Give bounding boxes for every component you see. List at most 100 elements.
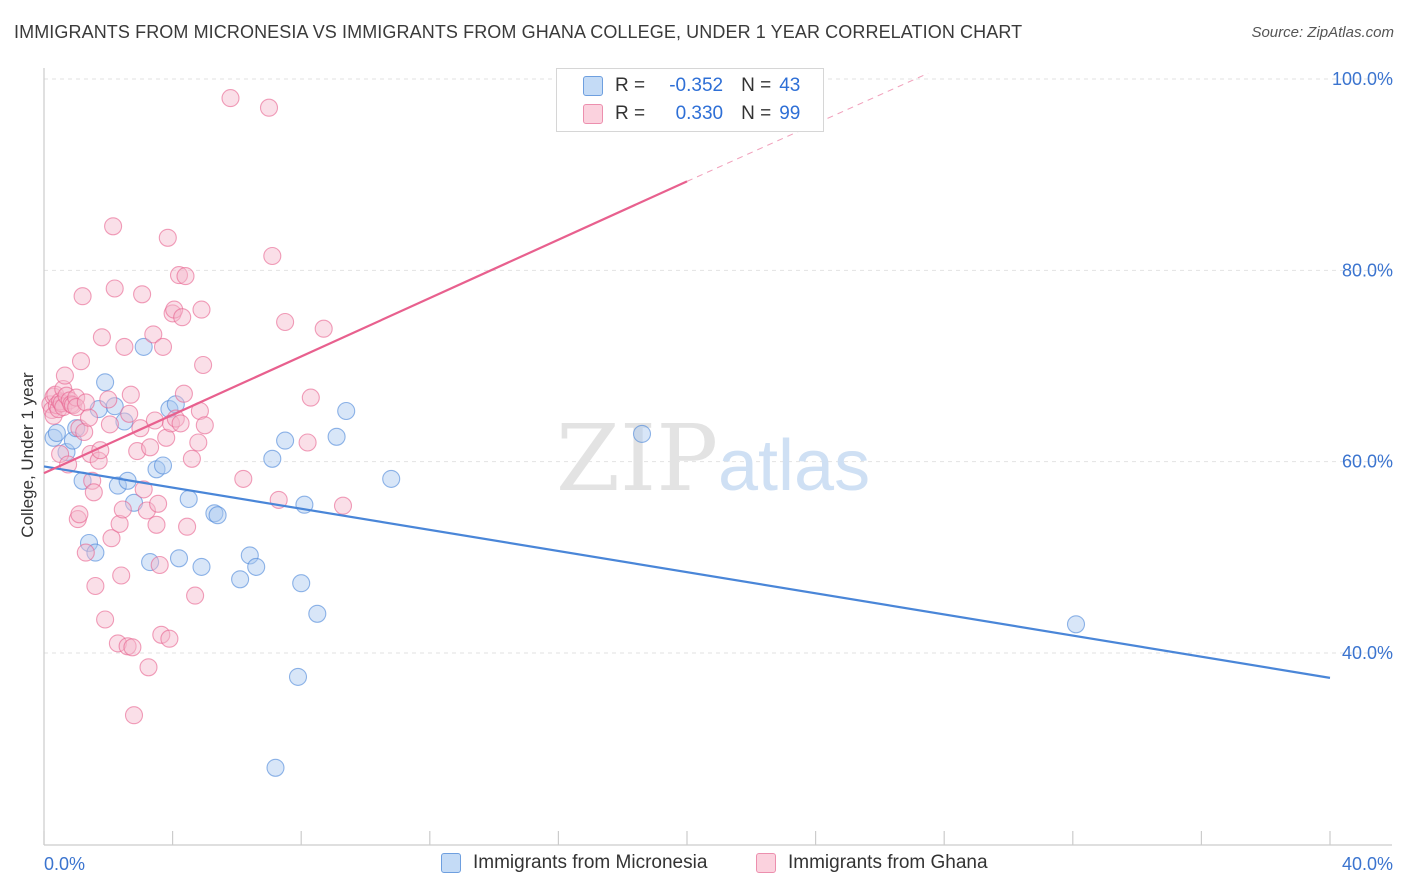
- data-point: [292, 574, 311, 593]
- legend-label-micronesia: Immigrants from Micronesia: [473, 852, 708, 873]
- data-point: [150, 555, 169, 575]
- trend-line: [43, 180, 688, 475]
- y-tick-label: 80.0%: [1342, 260, 1393, 280]
- stats-row-micronesia: R = -0.352 N = 43: [583, 75, 800, 97]
- data-point: [113, 500, 132, 519]
- data-point: [263, 246, 282, 266]
- data-point: [92, 328, 111, 347]
- data-point: [182, 449, 201, 468]
- data-point: [67, 388, 86, 407]
- data-point: [382, 469, 401, 488]
- data-point: [160, 629, 179, 648]
- data-point: [84, 483, 103, 502]
- data-point: [71, 352, 91, 371]
- data-point: [120, 404, 139, 423]
- y-tick-label: 100.0%: [1332, 69, 1393, 89]
- data-point: [124, 706, 144, 725]
- data-point: [67, 398, 86, 417]
- data-point: [115, 337, 134, 356]
- data-point: [149, 494, 168, 513]
- data-point: [208, 506, 227, 525]
- data-point: [153, 456, 173, 475]
- data-point: [171, 414, 190, 433]
- data-point: [240, 546, 259, 565]
- data-point: [1066, 615, 1086, 634]
- data-point: [76, 543, 95, 562]
- stats-n-label: N =: [741, 75, 772, 96]
- data-point: [221, 89, 240, 108]
- data-point: [308, 604, 327, 623]
- tick-labels: 40.0% 60.0% 80.0% 100.0% 0.0% 40.0%: [44, 69, 1393, 874]
- data-point: [192, 300, 211, 319]
- data-point: [55, 366, 74, 385]
- data-point: [86, 576, 105, 596]
- data-point: [169, 266, 189, 285]
- y-axis-label: College, Under 1 year: [18, 372, 37, 538]
- y-tick-label: 40.0%: [1342, 643, 1393, 663]
- data-point: [105, 279, 124, 298]
- watermark-zip: ZIP: [556, 405, 718, 512]
- data-point: [173, 308, 192, 327]
- data-point: [259, 98, 279, 117]
- x-tick-label: 0.0%: [44, 854, 85, 874]
- data-point: [139, 658, 158, 677]
- data-point: [75, 422, 94, 442]
- data-point: [158, 228, 177, 247]
- data-point: [44, 428, 63, 447]
- data-point: [189, 433, 208, 452]
- series-ghana: [41, 89, 353, 725]
- data-point: [133, 285, 152, 304]
- data-point: [157, 428, 176, 447]
- data-point: [141, 438, 160, 457]
- data-point: [137, 501, 156, 520]
- data-point: [179, 489, 198, 509]
- data-point: [276, 431, 295, 450]
- data-point: [178, 517, 197, 536]
- data-point: [169, 549, 189, 568]
- data-point: [105, 397, 124, 416]
- data-point: [298, 433, 317, 452]
- stats-n-value: 43: [779, 75, 801, 96]
- legend-swatch-micronesia: [441, 853, 461, 873]
- data-point: [247, 557, 266, 576]
- data-point: [266, 758, 285, 777]
- watermark: ZIP atlas: [556, 405, 870, 512]
- data-point: [186, 586, 205, 605]
- data-point: [194, 355, 213, 375]
- data-point: [121, 385, 140, 404]
- series-micronesia: [44, 337, 1086, 777]
- data-point: [108, 476, 127, 495]
- data-point: [337, 401, 356, 421]
- legend-item-micronesia[interactable]: Immigrants from Micronesia: [441, 852, 707, 874]
- data-point: [47, 423, 66, 443]
- data-point: [301, 388, 320, 407]
- source-label: Source: ZipAtlas.com: [1251, 24, 1394, 41]
- data-point: [234, 469, 253, 488]
- data-point: [100, 415, 119, 434]
- stats-r-value: 0.330: [675, 103, 724, 124]
- data-point: [123, 638, 142, 657]
- legend-item-ghana[interactable]: Immigrants from Ghana: [756, 852, 988, 874]
- stats-row-ghana: R = 0.330 N = 99: [583, 103, 800, 125]
- data-point: [333, 496, 353, 515]
- y-tick-label: 60.0%: [1342, 452, 1393, 472]
- data-point: [327, 427, 346, 446]
- data-point: [86, 543, 105, 562]
- stats-n-label: N =: [741, 103, 772, 124]
- data-point: [79, 533, 99, 553]
- data-point: [176, 267, 195, 286]
- data-point: [153, 337, 173, 356]
- stats-r-label: R =: [615, 103, 646, 124]
- stats-n-value: 99: [779, 103, 801, 124]
- axes: [43, 68, 1392, 846]
- data-point: [263, 449, 282, 468]
- data-point: [632, 424, 652, 443]
- data-point: [195, 416, 214, 435]
- data-point: [288, 667, 308, 686]
- watermark-atlas: atlas: [718, 426, 870, 506]
- data-point: [314, 319, 333, 338]
- data-point: [99, 390, 118, 409]
- legend-swatch-ghana: [756, 853, 776, 873]
